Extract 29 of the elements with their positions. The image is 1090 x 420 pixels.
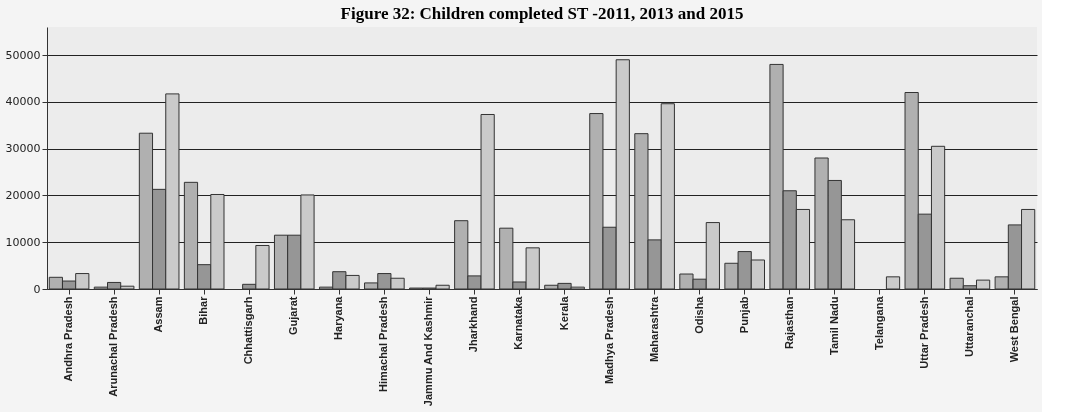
x-tick-label: Punjab [737, 296, 750, 334]
x-tick-label: Uttar Pradesh [917, 296, 930, 369]
x-tick-label: Karnataka [512, 295, 525, 350]
x-tick-label: Arunachal Pradesh [107, 296, 120, 397]
x-tick-label: Assam [152, 296, 165, 333]
x-tick-label: Odisha [692, 295, 705, 334]
y-tick-label: 20000 [5, 188, 41, 202]
x-tick-label: West Bengal [1007, 296, 1020, 363]
y-tick-label: 50000 [5, 48, 41, 62]
y-tick-label: 30000 [5, 142, 41, 156]
x-tick-label: Tamil Nadu [827, 296, 840, 355]
x-tick-label: Haryana [332, 295, 345, 340]
x-tick-label: Chhattisgarh [242, 296, 255, 365]
x-tick-label: Kerala [557, 295, 570, 331]
x-tick-label: Andhra Pradesh [62, 296, 75, 382]
x-tick-label: Himachal Pradesh [377, 296, 390, 392]
chart-title: Figure 32: Children completed ST -2011, 2013 and 2015 [340, 4, 744, 23]
x-tick-label: Telangana [872, 295, 885, 351]
x-tick-label: Jammu And Kashmir [422, 295, 435, 407]
y-tick-label: 0 [33, 282, 41, 296]
x-tick-label: Jharkhand [467, 296, 480, 353]
x-tick-label: Gujarat [287, 296, 300, 336]
y-tick-label: 40000 [5, 95, 41, 109]
x-tick-label: Madhya Pradesh [602, 296, 615, 384]
x-tick-label: Uttaranchal [962, 296, 975, 358]
x-tick-label: Maharashtra [647, 295, 660, 362]
x-tick-label: Bihar [197, 295, 210, 325]
x-tick-label: Rajasthan [782, 296, 795, 350]
y-tick-label: 10000 [5, 235, 41, 249]
